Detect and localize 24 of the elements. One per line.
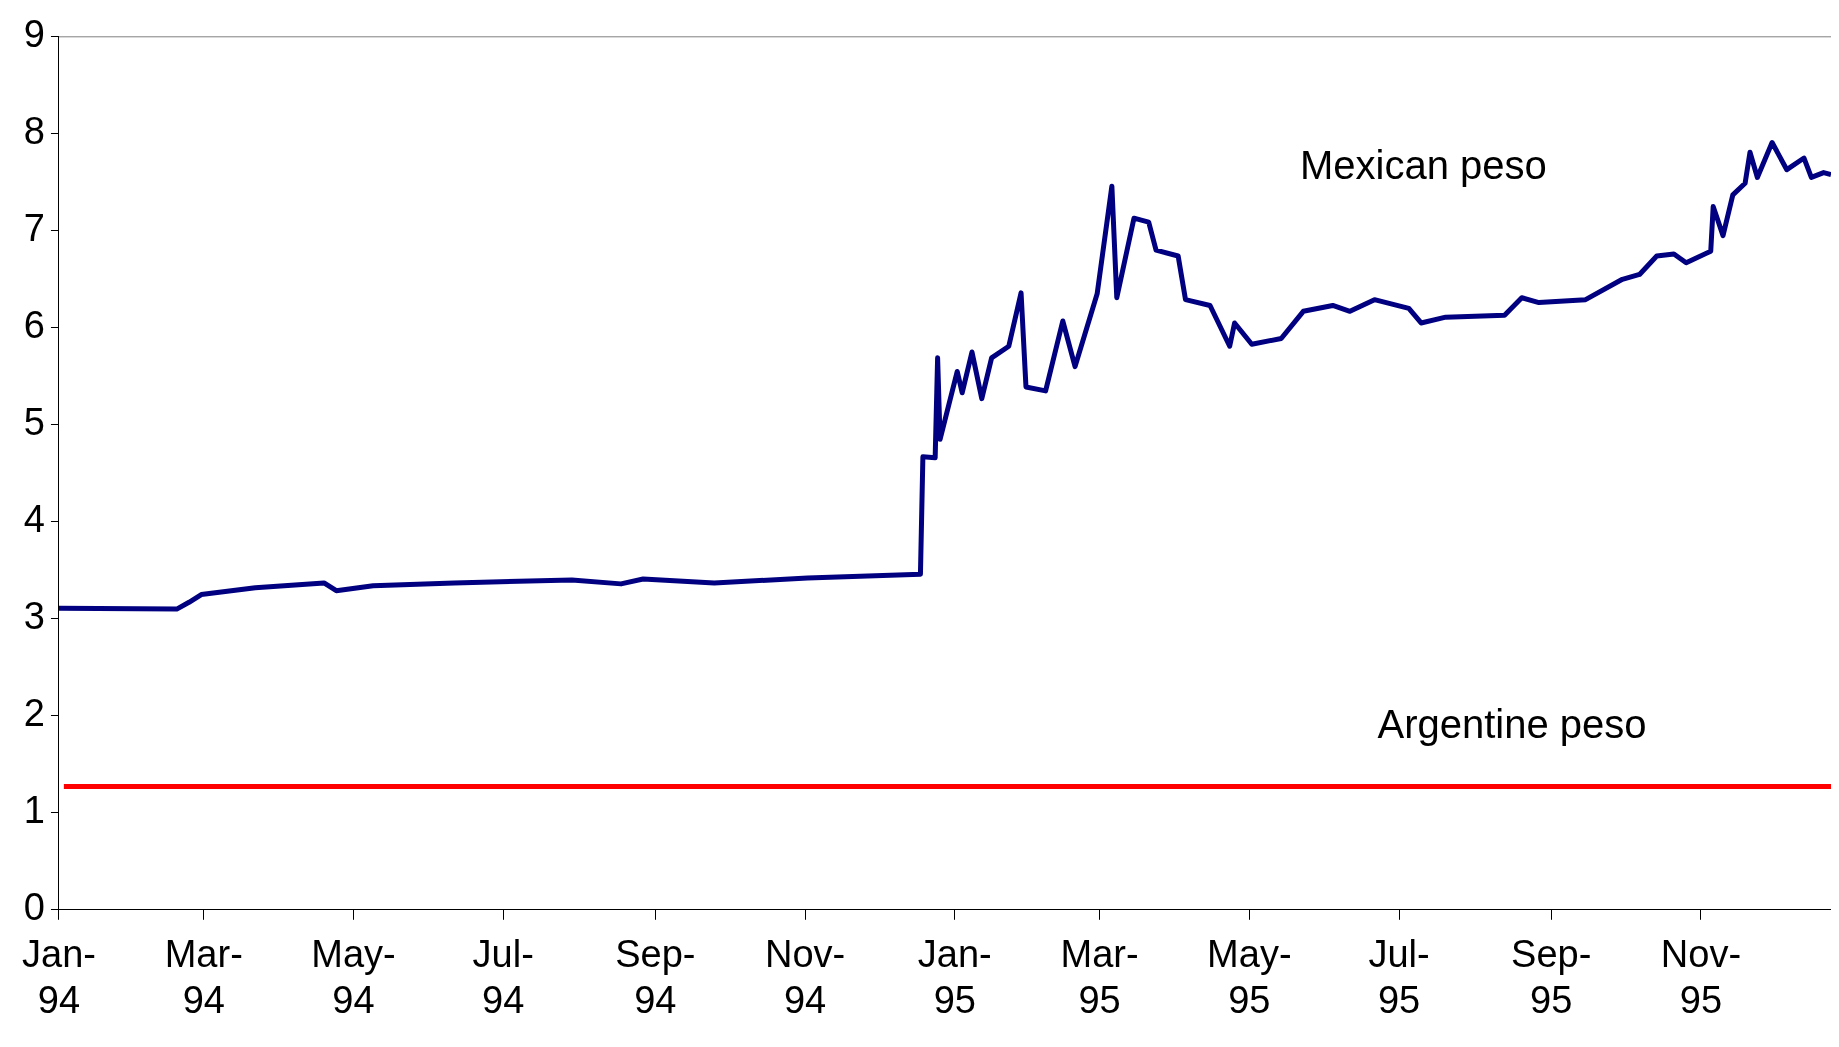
x-tick-label: Jan-95 (917, 933, 992, 1021)
y-tick-label: 1 (23, 789, 45, 832)
y-tick-label: 5 (23, 401, 45, 444)
x-tick-label: Nov-95 (1660, 933, 1742, 1021)
y-tick-label: 2 (23, 692, 45, 735)
x-tick-label: Jul-95 (1368, 933, 1430, 1021)
x-tick-label: May-95 (1207, 933, 1292, 1021)
y-tick-label: 6 (23, 304, 45, 347)
y-tick-label: 8 (23, 110, 45, 153)
x-tick-label: Nov-94 (764, 933, 846, 1021)
x-tick-label: Sep-94 (615, 933, 696, 1021)
series-label: Argentine peso (1377, 701, 1647, 746)
y-tick-label: 9 (23, 13, 45, 56)
y-tick-label: 4 (23, 498, 45, 541)
x-tick-label: May-94 (311, 933, 396, 1021)
text: Mexican peso (1300, 142, 1547, 187)
x-tick-label: Jan-94 (22, 933, 96, 1021)
x-tick-label: Mar-95 (1060, 933, 1139, 1021)
y-tick-label: 0 (23, 886, 45, 929)
x-tick-label: Mar-94 (164, 933, 243, 1021)
x-tick-label: Sep-95 (1511, 933, 1592, 1021)
y-tick-label: 3 (23, 595, 45, 638)
y-tick-label: 7 (23, 207, 45, 250)
x-tick-label: Jul-94 (472, 933, 534, 1021)
